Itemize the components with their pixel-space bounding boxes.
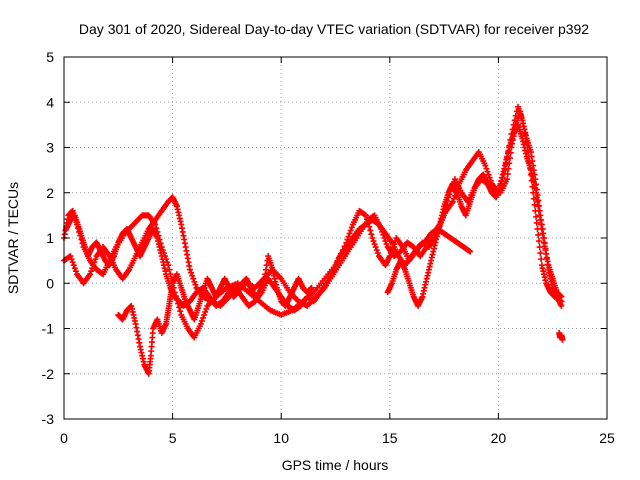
data-point — [192, 281, 199, 288]
data-point — [70, 262, 77, 269]
data-point — [486, 174, 493, 181]
data-point — [191, 278, 198, 285]
data-point — [202, 308, 209, 315]
series-trace-e — [384, 121, 565, 309]
data-point — [190, 275, 197, 282]
data-point — [535, 231, 542, 238]
data-point — [188, 269, 195, 276]
y-tick-label: -3 — [42, 411, 55, 427]
data-point — [91, 259, 98, 266]
data-point — [450, 195, 457, 202]
y-tick-label: -2 — [42, 366, 55, 382]
data-point — [483, 165, 490, 172]
x-tick-label: 10 — [273, 430, 289, 446]
series-trace-a — [61, 108, 565, 341]
data-point — [176, 304, 183, 311]
y-tick-label: 0 — [46, 275, 54, 291]
data-point — [67, 253, 74, 260]
data-point — [200, 314, 207, 321]
data-point — [370, 238, 377, 245]
y-tick-label: -1 — [42, 321, 55, 337]
data-point — [198, 317, 205, 324]
y-tick-labels: -3 -2 -1 0 1 2 3 4 5 — [42, 49, 55, 427]
data-point — [558, 302, 565, 309]
x-tick-labels: 0 5 10 15 20 25 — [60, 430, 615, 446]
data-point — [383, 241, 390, 248]
data-point — [485, 171, 492, 178]
data-point — [89, 265, 96, 272]
data-point — [373, 247, 380, 254]
data-point — [197, 320, 204, 327]
data-point — [348, 224, 355, 231]
data-point — [535, 238, 542, 245]
data-point — [347, 227, 354, 234]
series-trace-f — [556, 330, 566, 343]
data-point — [559, 336, 566, 343]
x-tick-label: 25 — [599, 430, 615, 446]
series-trace-d — [115, 253, 315, 377]
data-point — [558, 293, 565, 300]
x-tick-label: 20 — [491, 430, 507, 446]
y-tick-label: 2 — [46, 185, 54, 201]
y-tick-label: 4 — [46, 94, 54, 110]
x-tick-label: 5 — [169, 430, 177, 446]
data-point — [504, 176, 511, 183]
data-point — [533, 213, 540, 220]
y-tick-label: 3 — [46, 140, 54, 156]
y-tick-label: 1 — [46, 230, 54, 246]
y-tick-label: 5 — [46, 49, 54, 65]
data-point — [482, 162, 489, 169]
data-point — [372, 244, 379, 251]
data-point — [92, 256, 99, 263]
x-tick-label: 15 — [382, 430, 398, 446]
series-trace-b — [61, 103, 565, 309]
data-point — [201, 311, 208, 318]
data-point — [536, 244, 543, 251]
data-point — [72, 268, 79, 275]
data-point — [308, 284, 315, 291]
data-point — [511, 117, 518, 124]
chart-title: Day 301 of 2020, Sidereal Day-to-day VTE… — [79, 21, 589, 37]
data-point — [203, 305, 210, 312]
x-axis-label: GPS time / hours — [282, 457, 389, 473]
data-point — [369, 235, 376, 241]
data-point — [368, 231, 375, 238]
data-point — [186, 266, 193, 273]
grid-lines — [64, 57, 607, 419]
data-point — [177, 308, 184, 315]
data-point — [374, 250, 381, 257]
data-point — [87, 271, 94, 278]
data-point — [533, 219, 540, 226]
data-point — [88, 268, 95, 275]
data-point — [382, 238, 389, 245]
data-point — [484, 168, 491, 175]
data-points — [61, 103, 566, 377]
data-point — [512, 112, 519, 119]
data-point — [367, 227, 374, 234]
data-point — [467, 248, 474, 255]
data-point — [345, 233, 352, 240]
data-point — [346, 230, 353, 237]
data-point — [189, 272, 196, 279]
data-point — [538, 256, 545, 263]
y-axis-label: SDTVAR / TECUs — [5, 182, 21, 294]
data-point — [537, 250, 544, 257]
data-point — [69, 259, 76, 266]
data-point — [371, 241, 378, 248]
data-point — [71, 265, 78, 272]
data-point — [166, 266, 173, 273]
data-point — [362, 212, 369, 219]
data-point — [90, 262, 97, 269]
axis-ticks — [63, 56, 608, 420]
data-point — [68, 256, 75, 263]
x-tick-label: 0 — [60, 430, 68, 446]
data-point — [449, 198, 456, 205]
